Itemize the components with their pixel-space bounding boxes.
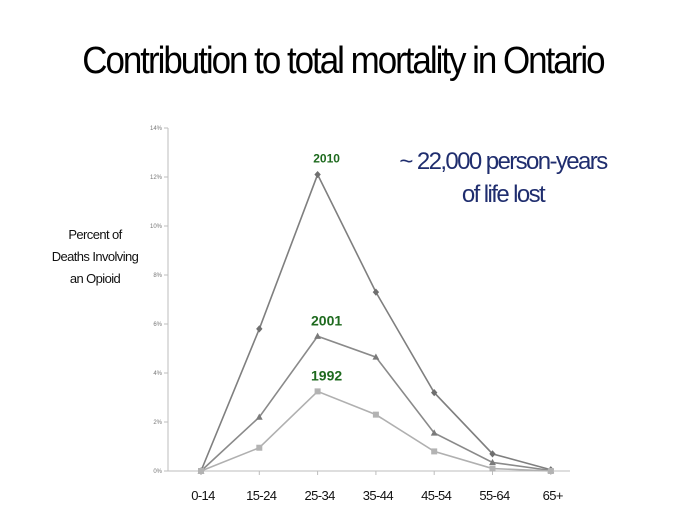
series-label-1992: 1992 — [311, 367, 342, 383]
y-axis-label-line-3: an Opioid — [69, 271, 121, 286]
data-point-1992 — [372, 411, 379, 418]
data-point-2010 — [489, 450, 496, 458]
x-tick-label: 0-14 — [191, 488, 215, 503]
data-point-1992 — [314, 388, 321, 395]
y-tick-label: 10% — [150, 224, 163, 230]
y-tick-label: 4% — [153, 371, 162, 377]
x-tick-label: 25-34 — [304, 488, 335, 503]
series-label-2001: 2001 — [311, 312, 342, 328]
annotation-line-1: ~ 22,000 person-years — [399, 148, 608, 175]
y-tick-label: 8% — [153, 273, 162, 279]
y-tick-label: 14% — [150, 126, 163, 132]
series-label-2010: 2010 — [313, 152, 340, 166]
slide-title: Contribution to total mortality in Ontar… — [82, 40, 605, 82]
y-axis-label-line-1: Percent of — [68, 227, 122, 242]
data-point-2010 — [314, 170, 321, 179]
y-tick-label: 12% — [150, 175, 163, 181]
data-point-2001 — [255, 413, 263, 420]
y-tick-label: 2% — [153, 420, 162, 426]
data-point-1992 — [198, 468, 204, 474]
data-point-2010 — [372, 288, 380, 296]
x-tick-label: 55-64 — [479, 488, 510, 503]
data-point-2001 — [489, 458, 496, 466]
y-tick-label: 6% — [153, 322, 162, 328]
y-tick-label: 0% — [153, 469, 162, 475]
data-point-2001 — [430, 429, 438, 436]
series-line-1992 — [200, 390, 551, 472]
annotation-line-2: of life lost — [461, 181, 546, 208]
data-point-2001 — [372, 353, 380, 360]
x-tick-label: 35-44 — [363, 488, 394, 503]
x-tick-label: 65+ — [543, 488, 563, 503]
series-line-2010 — [200, 172, 552, 472]
data-point-1992 — [547, 468, 554, 474]
x-tick-label: 15-24 — [246, 488, 277, 503]
data-point-2010 — [431, 389, 438, 397]
data-point-2001 — [314, 332, 321, 339]
data-point-1992 — [489, 465, 496, 472]
data-point-1992 — [256, 444, 263, 451]
data-point-1992 — [431, 448, 438, 455]
x-tick-label: 45-54 — [421, 488, 452, 503]
data-point-2010 — [256, 325, 263, 333]
y-axis-label-line-2: Deaths Involving — [51, 249, 139, 264]
y-axis-label: Percent of Deaths Involving an Opioid — [36, 224, 154, 290]
person-years-annotation: ~ 22,000 person-years of life lost — [378, 145, 628, 211]
